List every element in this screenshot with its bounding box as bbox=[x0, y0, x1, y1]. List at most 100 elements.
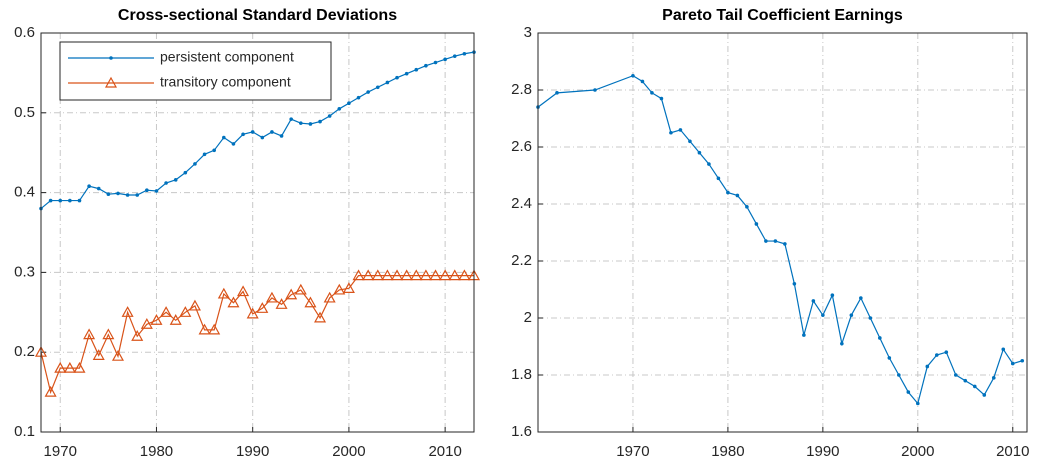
marker bbox=[859, 296, 863, 300]
marker bbox=[212, 148, 216, 153]
marker bbox=[308, 122, 313, 126]
y-tick-label: 0.2 bbox=[14, 343, 35, 360]
marker bbox=[443, 57, 447, 62]
legend: persistent component transitory component bbox=[59, 41, 332, 101]
marker bbox=[897, 373, 901, 377]
marker bbox=[726, 190, 730, 195]
marker bbox=[1020, 358, 1025, 363]
marker bbox=[121, 306, 134, 317]
marker bbox=[323, 291, 336, 303]
marker bbox=[289, 117, 293, 121]
marker bbox=[83, 328, 96, 340]
marker bbox=[44, 385, 57, 397]
marker bbox=[342, 282, 355, 293]
y-tick-label: 0.3 bbox=[14, 263, 35, 280]
y-tick-label: 3 bbox=[524, 24, 532, 41]
marker bbox=[352, 269, 365, 281]
marker bbox=[410, 269, 423, 281]
marker bbox=[362, 269, 375, 281]
marker bbox=[650, 91, 654, 95]
marker bbox=[764, 239, 768, 243]
marker bbox=[669, 130, 673, 135]
marker bbox=[92, 349, 105, 360]
y-tick-label: 0.1 bbox=[14, 423, 35, 440]
chart-title: Cross-sectional Standard Deviations bbox=[118, 7, 397, 24]
marker bbox=[404, 71, 409, 76]
marker bbox=[375, 85, 380, 90]
y-tick-label: 0.5 bbox=[14, 104, 35, 121]
marker bbox=[125, 193, 130, 197]
marker bbox=[906, 390, 911, 394]
marker bbox=[48, 198, 53, 203]
marker bbox=[318, 119, 322, 124]
marker bbox=[697, 150, 702, 155]
marker bbox=[314, 311, 327, 323]
marker bbox=[87, 184, 91, 189]
marker bbox=[462, 51, 467, 56]
panel: 1970 1980 1990 2000 2010 0.1 0.2 0.3 0.4 0.5 0.6 Cr… bbox=[14, 7, 481, 460]
marker bbox=[982, 393, 987, 397]
marker bbox=[840, 341, 844, 346]
y-tick-label: 2.8 bbox=[511, 81, 532, 98]
marker bbox=[246, 307, 259, 319]
marker bbox=[58, 198, 63, 203]
marker bbox=[188, 299, 201, 311]
y-tick-label: 2.2 bbox=[511, 252, 532, 269]
marker bbox=[424, 63, 428, 68]
marker bbox=[145, 188, 149, 193]
marker bbox=[337, 107, 342, 111]
marker bbox=[745, 205, 749, 209]
x-tick-label: 2010 bbox=[996, 443, 1029, 460]
y-tick-label: 1.6 bbox=[511, 423, 532, 440]
marker bbox=[116, 191, 120, 196]
y-tick-label: 2.6 bbox=[511, 138, 532, 155]
chart-title: Pareto Tail Coefficient Earnings bbox=[662, 7, 903, 24]
marker bbox=[270, 130, 274, 134]
marker bbox=[925, 364, 930, 369]
marker bbox=[659, 96, 664, 101]
marker bbox=[448, 269, 461, 281]
marker bbox=[849, 313, 854, 317]
marker bbox=[429, 269, 442, 281]
marker bbox=[371, 269, 384, 281]
marker bbox=[593, 88, 597, 92]
marker bbox=[150, 314, 163, 325]
marker bbox=[716, 176, 721, 181]
marker bbox=[96, 186, 101, 191]
marker bbox=[68, 198, 72, 203]
marker bbox=[198, 323, 211, 335]
marker bbox=[173, 178, 178, 182]
marker bbox=[237, 285, 250, 297]
y-tick-label: 0.4 bbox=[14, 184, 35, 201]
marker bbox=[154, 189, 159, 193]
marker bbox=[688, 139, 692, 144]
legend-marker bbox=[109, 56, 113, 60]
x-tick-label: 1970 bbox=[44, 443, 77, 460]
marker bbox=[963, 378, 968, 383]
marker bbox=[366, 90, 370, 94]
marker bbox=[304, 296, 317, 308]
marker bbox=[179, 306, 192, 317]
marker bbox=[792, 282, 797, 286]
marker bbox=[381, 269, 394, 281]
legend-label: transitory component bbox=[160, 74, 291, 90]
marker bbox=[285, 288, 298, 300]
x-tick-label: 1990 bbox=[236, 443, 269, 460]
y-tick-label: 2 bbox=[524, 309, 532, 326]
marker bbox=[356, 95, 361, 100]
marker bbox=[106, 192, 111, 196]
y-tick-label: 0.6 bbox=[14, 24, 35, 41]
marker bbox=[773, 239, 778, 243]
marker bbox=[327, 114, 332, 118]
marker bbox=[953, 373, 958, 377]
marker bbox=[972, 384, 977, 389]
y-tick-label: 1.8 bbox=[511, 366, 532, 383]
marker bbox=[140, 318, 153, 329]
marker bbox=[208, 323, 221, 335]
marker bbox=[439, 269, 452, 281]
marker bbox=[227, 296, 240, 308]
marker bbox=[260, 135, 265, 140]
marker bbox=[279, 134, 284, 138]
x-tick-label: 1980 bbox=[140, 443, 173, 460]
